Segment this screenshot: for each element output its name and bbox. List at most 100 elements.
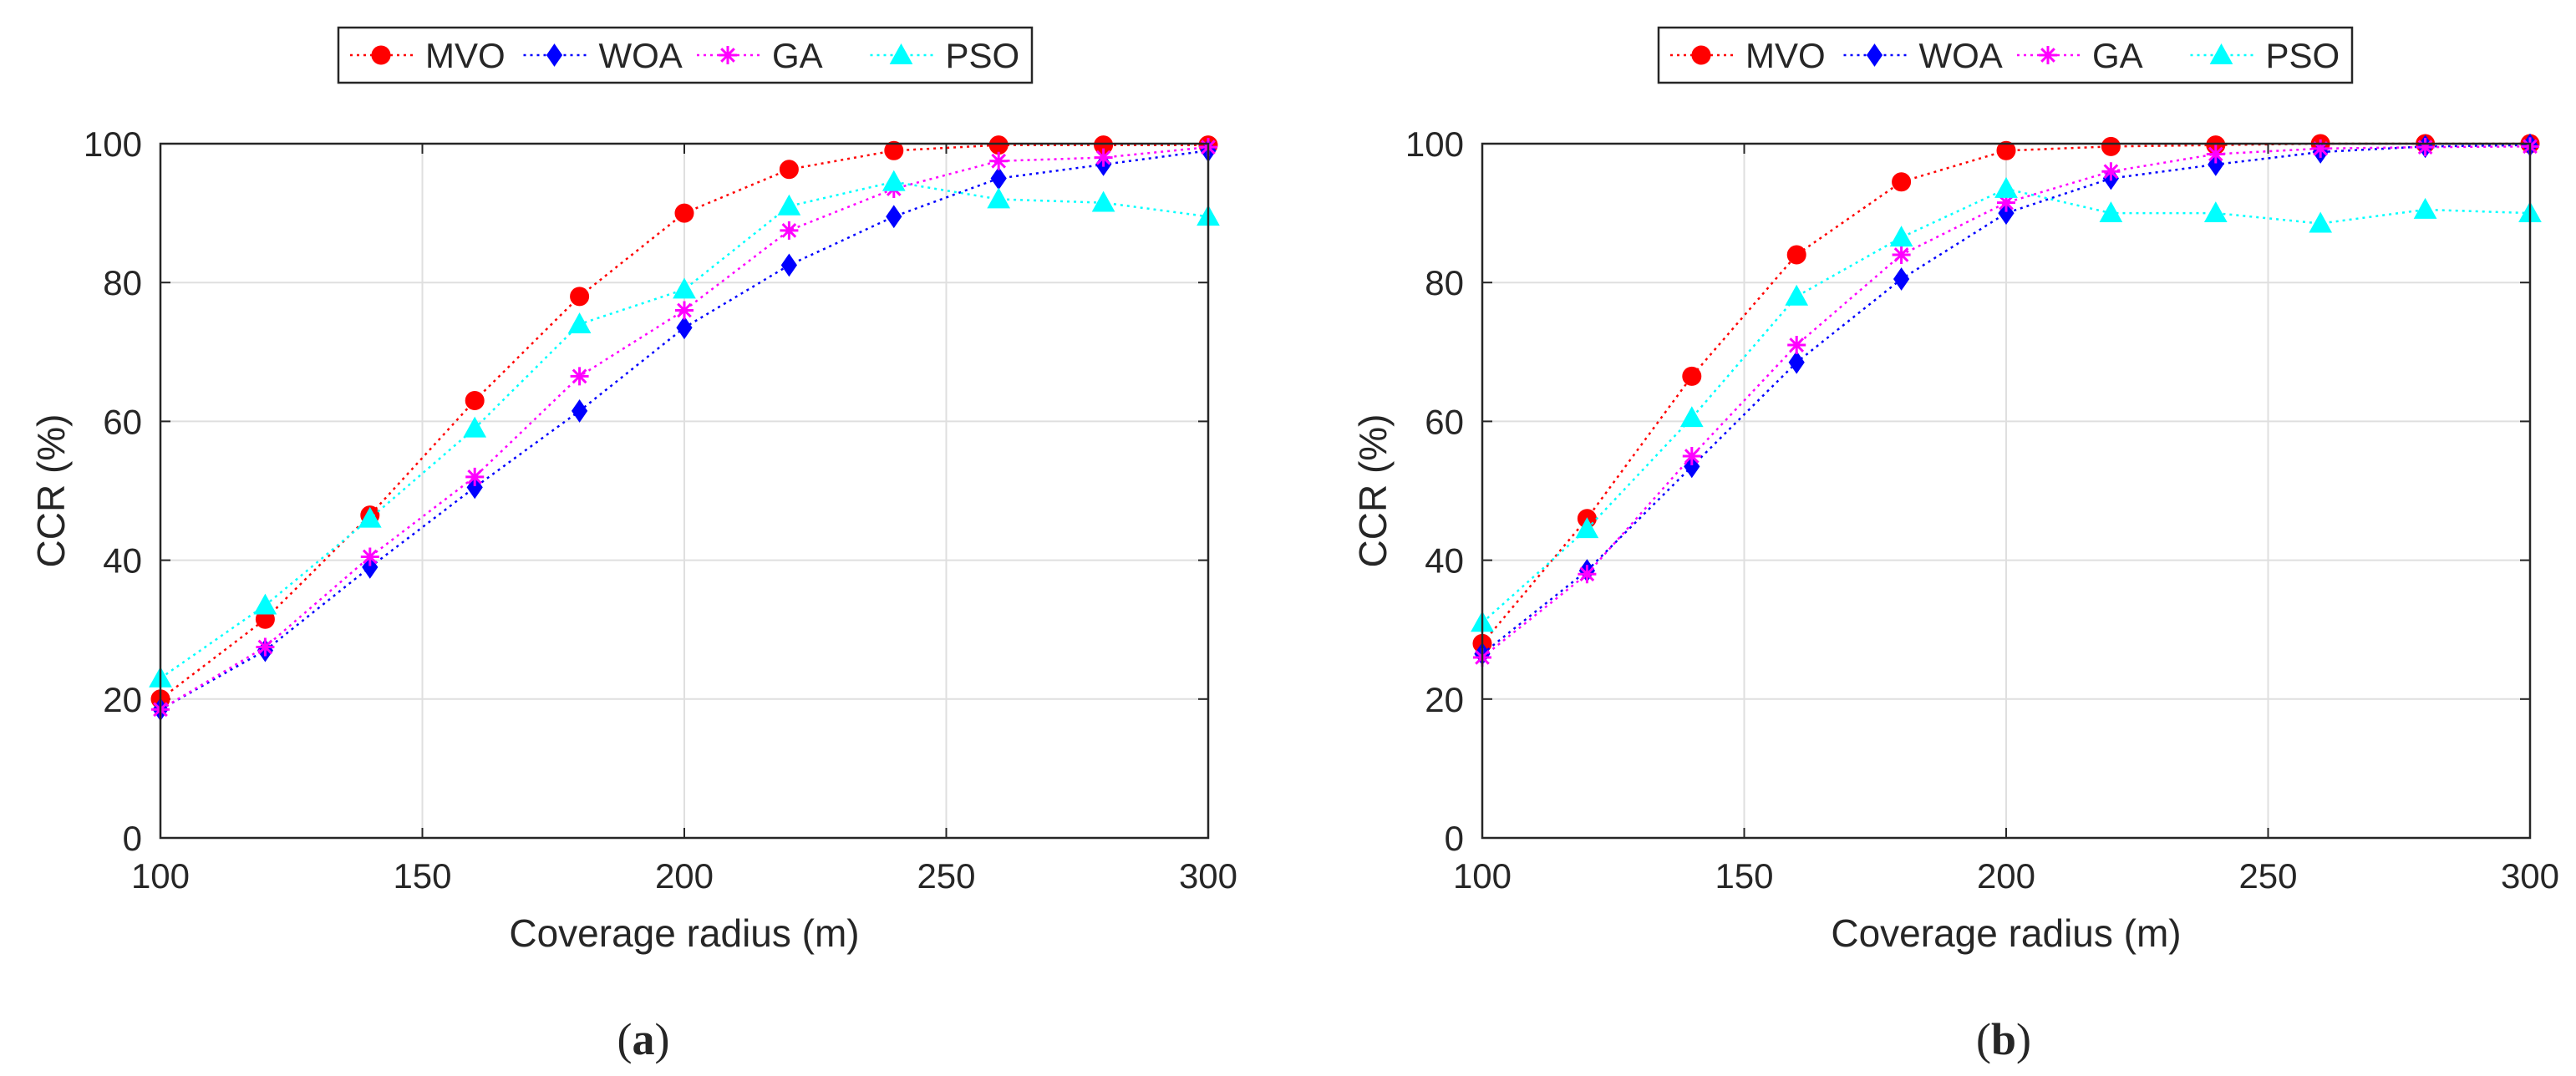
axes-box [1481,142,2532,840]
data-point-ga [1787,335,1806,354]
caption-letter: a [633,1014,655,1064]
data-point-pso [463,416,487,438]
data-point-pso [777,194,801,216]
data-point-mvo [570,287,590,307]
data-point-woa [780,253,798,277]
legend-marker-woa [1866,43,1883,67]
legend-box [1657,26,2354,84]
series-line-woa [1481,144,2531,655]
caption-open-paren: ( [617,1014,633,1064]
data-point-ga [2101,162,2121,181]
data-point-pso [1785,284,1809,306]
x-tick-label: 200 [655,856,714,896]
legend-label-woa: WOA [599,36,683,75]
x-tick-label: 150 [393,856,451,896]
x-tick-label: 100 [1453,856,1512,896]
legend-marker-pso [889,43,913,64]
data-point-mvo [674,203,694,223]
y-tick-label: 0 [123,819,142,858]
x-tick-label: 100 [131,856,190,896]
legend: MVO WOA GA PSO [337,26,1034,84]
y-tick-label: 60 [1425,402,1464,441]
legend-label-pso: PSO [2266,36,2340,75]
series-pso [1471,176,2542,632]
y-axis-label: CCR (%) [29,414,73,568]
data-point-ga [360,547,379,566]
data-point-ga [780,221,799,240]
legend-marker-woa [546,43,563,67]
data-point-mvo [1786,245,1806,265]
y-tick-label: 40 [103,541,142,581]
data-point-mvo [884,140,904,160]
data-point-pso [882,170,906,191]
x-tick-label: 200 [1977,856,2035,896]
y-tick-label: 100 [1405,124,1464,164]
data-point-mvo [1682,366,1702,386]
data-point-pso [1679,406,1704,428]
data-point-pso [2203,201,2228,222]
x-tick-label: 150 [1715,856,1773,896]
data-point-ga [675,301,694,320]
data-point-ga [256,637,275,657]
data-point-woa [886,205,902,229]
axes-box [159,142,1210,840]
y-tick-label: 100 [84,124,142,164]
data-point-pso [358,506,382,528]
legend-marker-pso [2209,43,2233,64]
data-point-ga [1892,245,1911,264]
data-point-pso [1575,517,1599,539]
data-point-pso [1994,176,2018,198]
y-axis-label: CCR (%) [1351,414,1395,568]
data-point-mvo [988,135,1009,155]
legend-label-mvo: MVO [1745,36,1826,75]
caption-letter: b [1991,1014,2016,1064]
chart-panel-a: 100 150 200 250 300 0 20 40 60 80 100 Coverage radi… [29,26,1237,1064]
data-point-pso [987,187,1011,209]
x-tick-label: 250 [917,856,975,896]
data-point-pso [2309,211,2333,233]
legend-marker-ga [719,46,737,64]
data-point-ga [1997,193,2015,212]
legend-marker-ga [2039,46,2057,64]
data-point-mvo [465,390,485,410]
data-point-woa [571,399,588,423]
panel-caption: (a) [617,1014,670,1064]
legend-box [337,26,1034,84]
data-point-pso [567,312,592,333]
data-point-mvo [2101,136,2121,156]
x-axis-label: Coverage radius (m) [1831,911,2181,955]
data-point-mvo [779,160,799,180]
legend-label-ga: GA [2092,36,2143,75]
y-tick-label: 20 [1425,680,1464,719]
series-line-ga [160,145,1209,711]
data-point-pso [1091,190,1115,212]
data-point-ga [465,467,485,486]
y-tick-label: 60 [103,402,142,441]
data-point-pso [1889,226,1913,247]
x-tick-label: 300 [1179,856,1237,896]
data-point-woa [1788,350,1805,374]
y-tick-label: 80 [1425,263,1464,302]
legend-marker-mvo [1691,45,1711,65]
legend-label-woa: WOA [1919,36,2003,75]
data-point-mvo [1996,140,2016,160]
data-point-ga [1682,446,1701,465]
data-point-ga [2416,138,2435,157]
caption-close-paren: ) [655,1014,670,1064]
caption-close-paren: ) [2016,1014,2031,1064]
data-point-ga [570,367,589,386]
legend-label-pso: PSO [946,36,1020,75]
series-pso [149,170,1220,688]
data-point-ga [1578,565,1597,584]
chart-panel-b: 100 150 200 250 300 0 20 40 60 80 100 Coverage radi… [1351,26,2559,1064]
y-tick-label: 0 [1445,819,1464,858]
y-tick-label: 80 [103,263,142,302]
data-point-pso [2413,197,2437,219]
panel-caption: (b) [1976,1014,2031,1064]
data-point-ga [1094,148,1113,167]
legend-label-ga: GA [772,36,823,75]
data-point-mvo [1892,172,1912,192]
data-point-woa [1893,267,1910,291]
data-point-pso [673,277,696,299]
x-tick-label: 300 [2501,856,2559,896]
